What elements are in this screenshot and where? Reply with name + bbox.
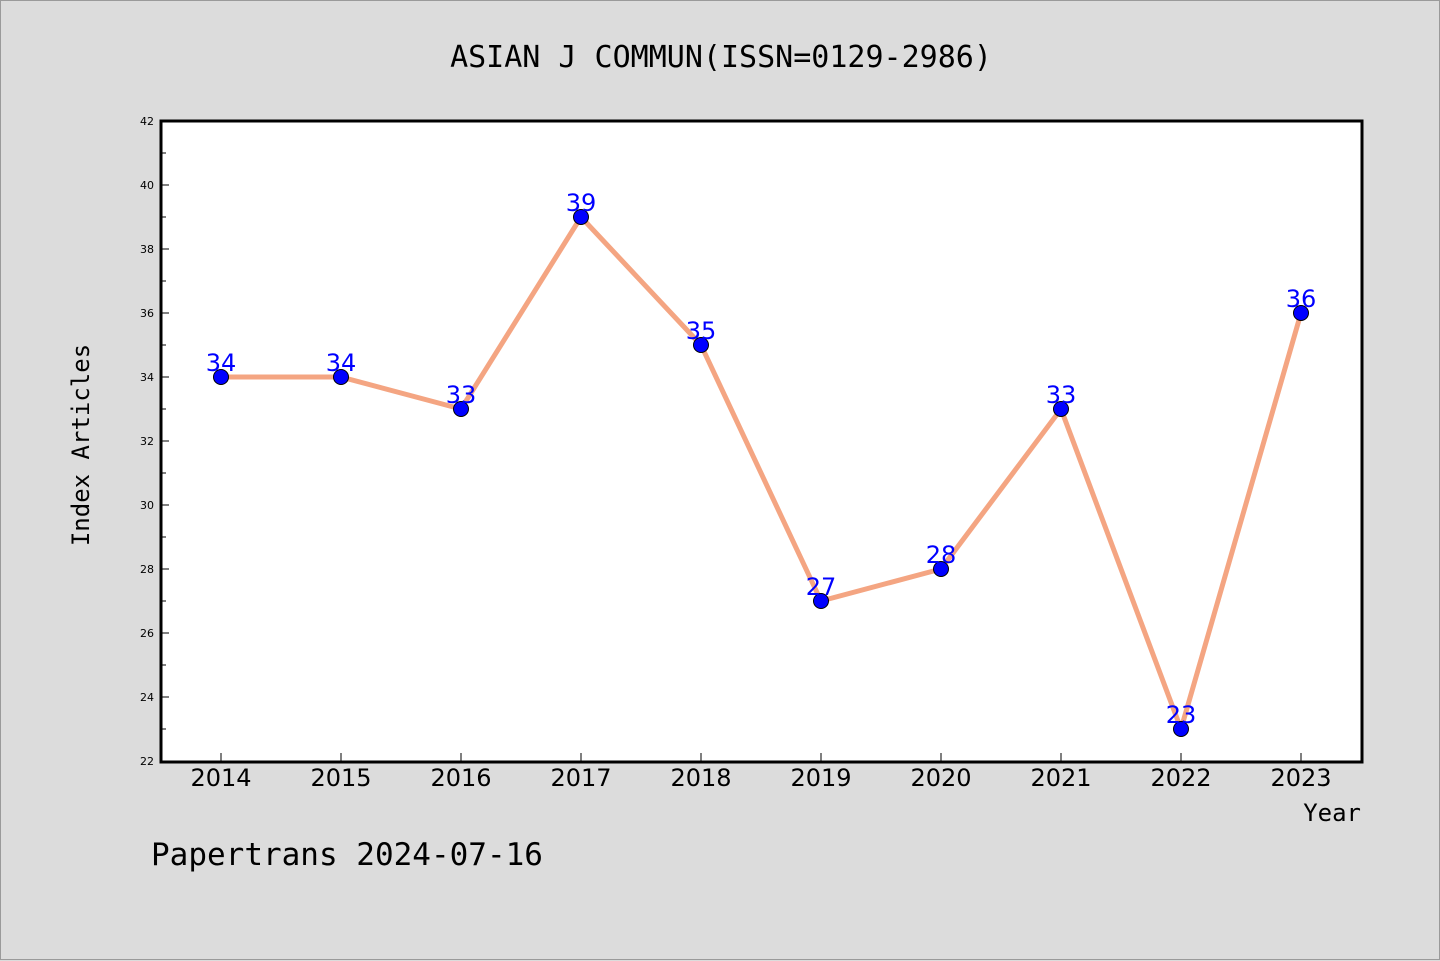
data-label: 28 (926, 541, 957, 569)
y-tick-label: 24 (140, 691, 154, 704)
data-label: 36 (1286, 285, 1317, 313)
x-tick-label: 2014 (190, 764, 251, 792)
chart-title: ASIAN J COMMUN(ISSN=0129-2986) (450, 40, 992, 75)
x-axis-label: Year (1303, 799, 1361, 827)
data-label: 34 (206, 349, 237, 377)
axis-ticks: 22 24 26 28 30 32 34 36 38 40 42 2014 2015 2016 2017 20… (140, 115, 1332, 792)
y-tick-label: 26 (140, 627, 154, 640)
y-tick-label: 34 (140, 371, 154, 384)
data-point (453, 401, 469, 417)
y-tick-label: 30 (140, 499, 154, 512)
data-label: 34 (326, 349, 357, 377)
data-point (1293, 305, 1309, 321)
data-points-layer (213, 209, 1309, 737)
x-tick-label: 2020 (910, 764, 971, 792)
y-tick-label: 38 (140, 243, 154, 256)
footer-watermark: Papertrans 2024-07-16 (151, 837, 543, 873)
data-point (813, 593, 829, 609)
data-point (213, 369, 229, 385)
x-tick-label: 2016 (430, 764, 491, 792)
x-tick-label: 2022 (1150, 764, 1211, 792)
y-tick-label: 22 (140, 755, 154, 768)
data-point (1053, 401, 1069, 417)
data-label: 35 (686, 317, 717, 345)
x-tick-label: 2023 (1270, 764, 1331, 792)
data-labels-layer: 34 34 33 39 35 27 28 33 23 36 (206, 189, 1317, 729)
x-tick-label: 2017 (550, 764, 611, 792)
y-tick-label: 32 (140, 435, 154, 448)
data-label: 39 (566, 189, 597, 217)
y-tick-label: 42 (140, 115, 154, 128)
x-tick-label: 2021 (1030, 764, 1091, 792)
data-point (1173, 721, 1189, 737)
data-label: 33 (446, 381, 477, 409)
data-label: 27 (806, 573, 837, 601)
x-tick-label: 2019 (790, 764, 851, 792)
data-point (693, 337, 709, 353)
data-point (573, 209, 589, 225)
data-label: 33 (1046, 381, 1077, 409)
series-line (218, 214, 1304, 732)
data-label: 23 (1166, 701, 1197, 729)
y-tick-label: 40 (140, 179, 154, 192)
x-tick-label: 2018 (670, 764, 731, 792)
y-axis-label: Index Articles (67, 344, 95, 546)
series-line-layer (218, 214, 1304, 732)
y-tick-label: 36 (140, 307, 154, 320)
data-point (333, 369, 349, 385)
x-tick-label: 2015 (310, 764, 371, 792)
plot-area (159, 119, 1364, 764)
data-point (933, 561, 949, 577)
y-tick-label: 28 (140, 563, 154, 576)
